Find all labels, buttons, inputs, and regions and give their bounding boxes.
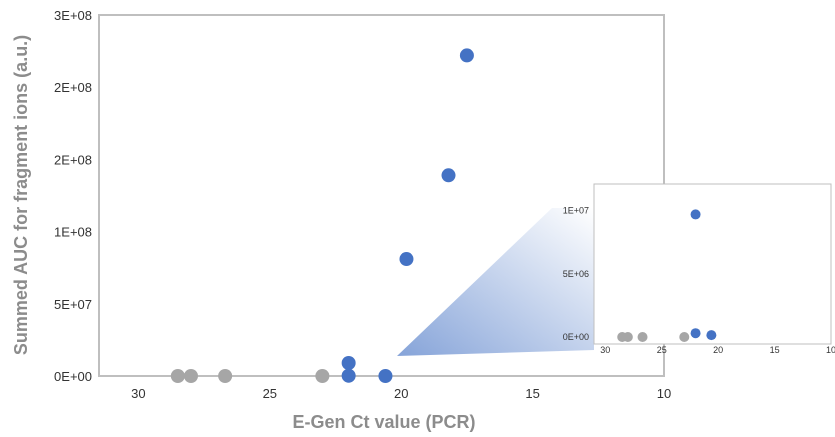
main-y-tick-label: 5E+07 [54,297,92,312]
inset-x-tick-label: 10 [826,345,835,355]
main-chart: 0E+00 5E+07 1E+08 2E+08 2E+08 3E+08 30 25 20 15 1… [11,8,671,432]
main-y-tick-label: 1E+08 [54,225,92,240]
inset-y-tick-label: 5E+06 [563,269,589,279]
main-data-point [315,369,330,383]
main-y-tick-label: 3E+08 [54,8,92,23]
main-y-tick-labels: 0E+00 5E+07 1E+08 2E+08 2E+08 3E+08 [54,8,92,384]
inset-plot-frame [593,183,832,345]
inset-chart: 0E+00 5E+06 1E+07 30 25 20 15 10 [563,183,835,355]
inset-data-points [617,209,717,342]
inset-x-tick-label: 15 [770,345,780,355]
main-x-tick-label: 25 [263,386,277,401]
main-data-point [459,48,474,63]
main-data-point [378,369,393,383]
main-y-tick-label: 0E+00 [54,369,92,384]
main-y-tick-label: 2E+08 [54,152,92,167]
inset-y-tick-label: 1E+07 [563,206,589,216]
y-axis-title: Summed AUC for fragment ions (a.u.) [11,35,31,355]
main-x-tick-label: 30 [131,386,145,401]
main-data-point [341,356,356,371]
inset-y-tick-labels: 0E+00 5E+06 1E+07 [563,206,589,342]
main-data-points [170,48,474,383]
inset-data-point [622,332,633,342]
main-data-point [399,252,414,267]
inset-x-tick-labels: 30 25 20 15 10 [600,345,835,355]
x-axis-title: E-Gen Ct value (PCR) [292,412,475,432]
main-x-tick-label: 15 [525,386,539,401]
main-data-point [441,168,456,183]
main-x-tick-label: 20 [394,386,408,401]
inset-data-point [690,209,701,220]
main-y-tick-label: 2E+08 [54,80,92,95]
inset-data-point [690,328,701,339]
main-x-tick-labels: 30 25 20 15 10 [131,386,671,401]
main-data-point [170,369,185,383]
inset-background [594,184,831,344]
main-x-tick-label: 10 [657,386,671,401]
main-data-point [183,369,198,383]
main-data-point [341,368,356,383]
inset-x-tick-label: 20 [713,345,723,355]
inset-data-point [679,332,690,342]
inset-data-point [706,330,717,341]
inset-x-tick-label: 30 [600,345,610,355]
main-data-point [218,369,233,383]
inset-x-tick-label: 25 [657,345,667,355]
zoom-callout-wedge [397,208,594,356]
inset-y-tick-label: 0E+00 [563,332,589,342]
inset-data-point [637,332,648,342]
